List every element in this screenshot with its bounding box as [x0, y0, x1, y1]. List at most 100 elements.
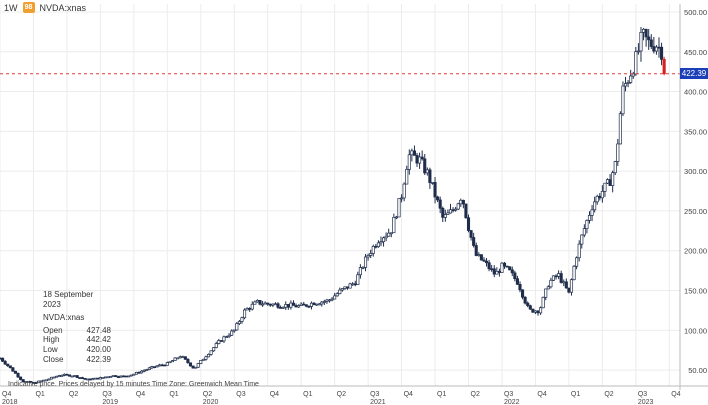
candle-body: [335, 293, 339, 297]
info-row-close: Close 422.39: [43, 355, 111, 365]
candle-body: [575, 257, 579, 267]
candle-body: [636, 50, 640, 53]
x-quarter-label: Q2: [604, 391, 613, 398]
candle-body: [562, 281, 566, 284]
candle-body: [644, 28, 648, 38]
candle-body: [289, 302, 293, 308]
candle-body: [497, 270, 501, 273]
candle-body: [451, 209, 455, 212]
x-quarter-label: Q1: [571, 391, 580, 398]
candle-body: [129, 374, 133, 377]
candle-body: [487, 262, 491, 270]
candle-body: [567, 287, 571, 293]
candle-body: [163, 364, 167, 367]
candle-body: [127, 375, 131, 378]
x-year-label: 2020: [203, 399, 219, 405]
candle-body: [60, 375, 64, 377]
candle-body: [168, 361, 172, 364]
candle-body: [564, 281, 568, 289]
candle-body: [0, 357, 2, 360]
y-tick-label: 200.00: [684, 247, 707, 256]
x-quarter-label: Q3: [370, 391, 379, 398]
candle-body: [363, 256, 368, 268]
candle-body: [405, 169, 409, 185]
candle-body: [348, 283, 352, 289]
candle-body: [387, 232, 391, 237]
candle-body: [250, 303, 254, 310]
candle-body: [191, 365, 195, 369]
candle-body: [206, 354, 211, 358]
grid: [0, 4, 680, 386]
candle-body: [382, 237, 386, 242]
info-label: Open: [43, 325, 63, 335]
candle-body: [333, 295, 337, 300]
candle-body: [199, 360, 203, 364]
candle-body: [222, 336, 226, 342]
candle-body: [124, 375, 128, 378]
candle-body: [119, 375, 123, 378]
candle-body: [291, 302, 296, 306]
candle-body: [508, 266, 512, 271]
candle-body: [448, 209, 453, 214]
info-symbol: NVDA:xnas: [43, 313, 85, 323]
interval-label[interactable]: 1W: [4, 2, 18, 13]
y-tick-label: 400.00: [684, 88, 707, 97]
candle-body: [253, 301, 257, 305]
candle-body: [109, 376, 113, 378]
candle-body: [528, 305, 532, 310]
candle-body: [618, 113, 622, 145]
candle-body: [284, 304, 288, 308]
candle-body: [423, 158, 427, 174]
candle-body: [21, 379, 25, 383]
candle-body: [639, 31, 643, 52]
candle-body: [98, 377, 102, 380]
candle-body: [474, 245, 478, 256]
candle-body: [544, 288, 548, 298]
candle-body: [600, 191, 604, 199]
candle-body: [356, 274, 360, 285]
candle-body: [338, 289, 342, 295]
candle-body: [374, 245, 378, 248]
candle-body: [325, 299, 329, 302]
candle-body: [526, 302, 530, 307]
symbol-label[interactable]: NVDA:xnas: [39, 2, 87, 13]
candle-body: [479, 254, 483, 261]
candle-body: [531, 308, 535, 313]
candle-body: [137, 372, 141, 374]
candle-body: [266, 302, 270, 305]
candle-body: [132, 373, 136, 376]
candle-body: [73, 375, 77, 377]
candle-body: [83, 377, 87, 380]
y-tick-label: 50.00: [688, 366, 707, 375]
x-year-label: 2022: [504, 399, 520, 405]
candle-body: [400, 197, 404, 200]
candle-body: [317, 303, 321, 306]
candle-body: [315, 303, 319, 306]
info-row-open: Open 427.48: [43, 326, 111, 336]
candle-body: [67, 374, 72, 377]
x-year-label: 2023: [638, 399, 654, 405]
candle-body: [1, 357, 5, 362]
candle-body: [371, 245, 375, 254]
candle-body: [6, 363, 10, 367]
candle-body: [170, 360, 175, 363]
candle-body: [623, 83, 628, 87]
candle-body: [268, 303, 272, 306]
candle-body: [662, 59, 666, 75]
candle-body: [358, 267, 362, 276]
candle-body: [248, 308, 252, 310]
candle-body: [55, 375, 59, 378]
candle-body: [389, 232, 393, 235]
candle-body: [276, 303, 280, 308]
candle-body: [49, 376, 54, 380]
candle-body: [418, 156, 422, 164]
x-quarter-label: Q2: [471, 391, 480, 398]
candle-body: [88, 378, 92, 381]
x-quarter-label: Q2: [337, 391, 346, 398]
info-row-low: Low 420.00: [43, 345, 111, 355]
candle-body: [593, 201, 597, 211]
x-year-label: 2019: [102, 399, 118, 405]
candle-body: [145, 369, 149, 371]
candle-body: [577, 243, 581, 259]
